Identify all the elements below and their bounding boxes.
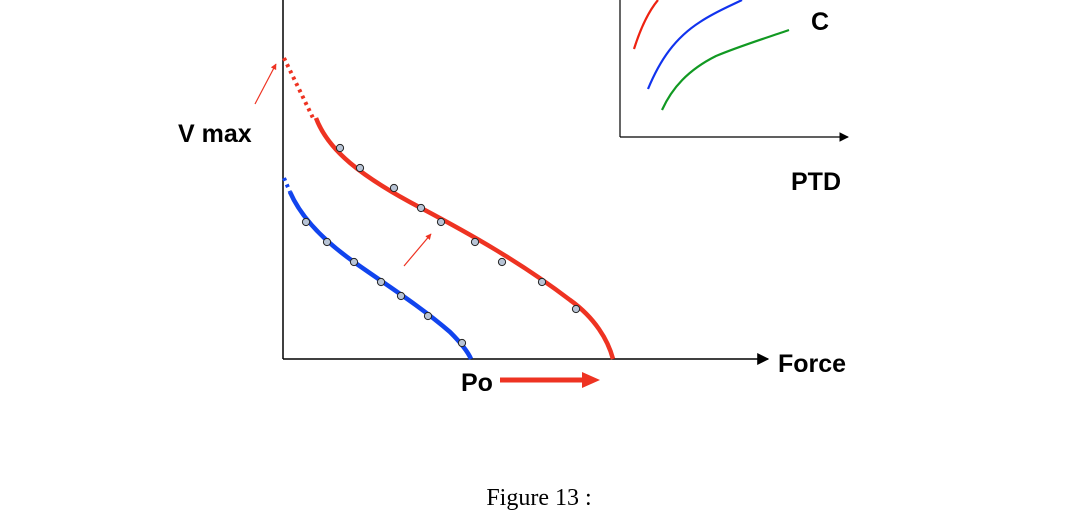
data-point bbox=[457, 338, 467, 348]
data-point bbox=[470, 237, 480, 247]
po-arrow-head bbox=[582, 372, 600, 388]
inset-blue-curve bbox=[646, 0, 743, 90]
data-point bbox=[389, 183, 399, 193]
data-point bbox=[436, 217, 446, 227]
red-curve-dotted bbox=[282, 57, 315, 119]
inset-red-curve bbox=[632, 0, 659, 50]
shift-arrow bbox=[403, 233, 432, 267]
red-curve bbox=[313, 117, 616, 360]
data-point bbox=[571, 304, 581, 314]
data-point bbox=[497, 257, 507, 267]
po-label: Po bbox=[461, 369, 493, 397]
vmax-label: V max bbox=[178, 120, 252, 148]
ptd-label: PTD bbox=[791, 168, 841, 196]
vmax-arrow bbox=[254, 63, 277, 105]
data-point bbox=[322, 237, 332, 247]
blue-data-points bbox=[301, 217, 467, 348]
blue-curve bbox=[287, 191, 474, 360]
data-point bbox=[376, 277, 386, 287]
data-point bbox=[349, 257, 359, 267]
data-point bbox=[537, 277, 547, 287]
data-point bbox=[355, 163, 365, 173]
data-point bbox=[423, 311, 433, 321]
data-point bbox=[396, 291, 406, 301]
red-data-points bbox=[335, 143, 581, 314]
inset-curve-label: C bbox=[811, 8, 829, 36]
inset-chart: C PTD bbox=[619, 0, 849, 196]
inset-green-curve bbox=[660, 28, 790, 111]
data-point bbox=[416, 203, 426, 213]
figure-caption: Figure 13 : bbox=[486, 485, 591, 511]
force-label: Force bbox=[778, 350, 846, 378]
data-point bbox=[301, 217, 311, 227]
data-point bbox=[335, 143, 345, 153]
blue-curve-dotted bbox=[282, 177, 292, 193]
